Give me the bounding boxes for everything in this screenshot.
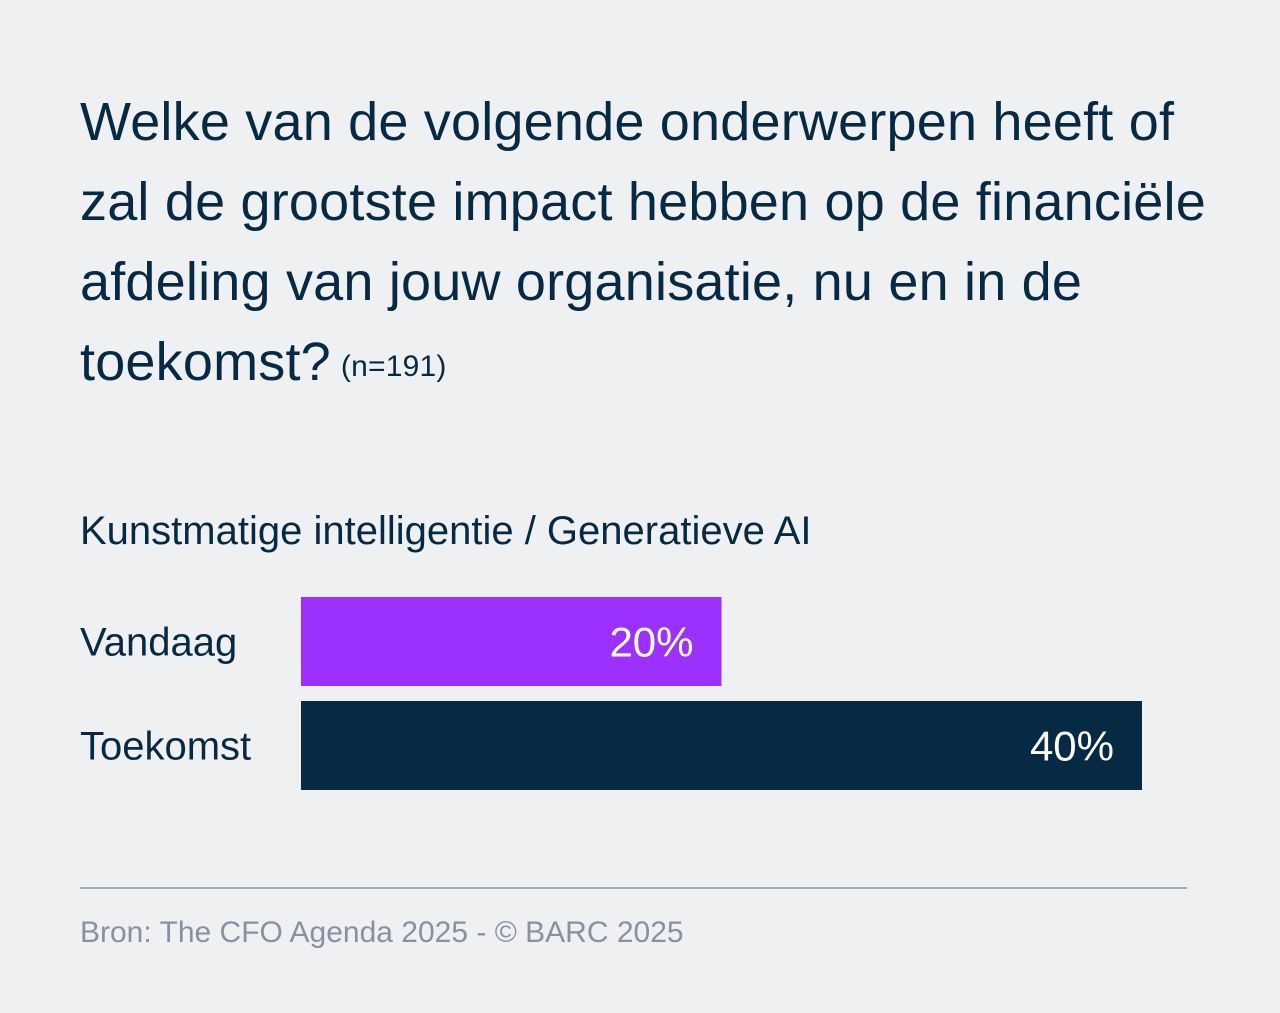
- source-note: Bron: The CFO Agenda 2025 - © BARC 2025: [80, 916, 684, 949]
- question-text: Welke van de volgende onderwerpen heeft …: [80, 92, 1206, 392]
- category-label-vandaag: Vandaag: [80, 621, 237, 665]
- bar-vandaag: [301, 597, 722, 686]
- value-label-vandaag: 20%: [609, 619, 693, 666]
- question-title: Welke van de volgende onderwerpen heeft …: [80, 82, 1230, 407]
- chart-title: Kunstmatige intelligentie / Generatieve …: [80, 509, 812, 553]
- footer-divider: [80, 887, 1187, 889]
- bar-toekomst: [301, 701, 1142, 790]
- sample-size: (n=191): [340, 350, 447, 383]
- category-label-toekomst: Toekomst: [80, 725, 251, 769]
- value-label-toekomst: 40%: [1030, 723, 1114, 770]
